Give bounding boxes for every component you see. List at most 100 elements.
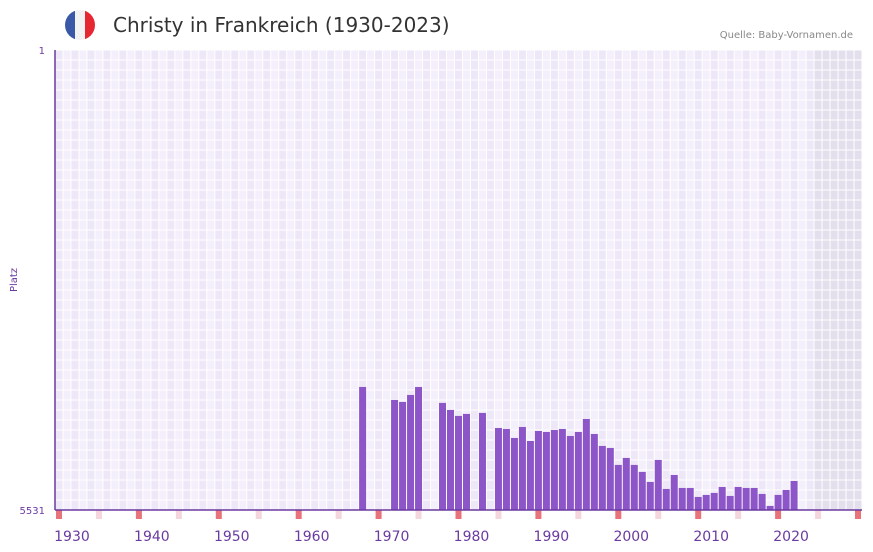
grid-cell bbox=[470, 450, 478, 460]
grid-cell bbox=[271, 310, 279, 320]
grid-cell bbox=[742, 430, 750, 440]
grid-cell bbox=[111, 120, 119, 130]
grid-cell bbox=[574, 130, 582, 140]
grid-cell bbox=[838, 110, 846, 120]
grid-cell bbox=[87, 180, 95, 190]
grid-cell bbox=[494, 140, 502, 150]
grid-cell bbox=[838, 330, 846, 340]
grid-cell bbox=[335, 390, 343, 400]
grid-cell bbox=[630, 120, 638, 130]
grid-cell bbox=[694, 110, 702, 120]
grid-cell bbox=[199, 110, 207, 120]
source-link[interactable]: Quelle: Baby-Vornamen.de bbox=[719, 30, 853, 41]
grid-cell bbox=[287, 490, 295, 500]
year-marker bbox=[415, 510, 422, 519]
grid-cell bbox=[662, 450, 670, 460]
grid-cell bbox=[654, 110, 662, 120]
year-marker bbox=[295, 510, 302, 519]
grid-cell bbox=[431, 220, 439, 230]
grid-cell bbox=[542, 70, 550, 80]
grid-cell bbox=[79, 370, 87, 380]
grid-cell bbox=[263, 110, 271, 120]
grid-cell bbox=[119, 470, 127, 480]
grid-cell bbox=[790, 460, 798, 470]
grid-cell bbox=[846, 210, 854, 220]
grid-cell bbox=[223, 500, 231, 510]
grid-cell bbox=[319, 120, 327, 130]
grid-cell bbox=[255, 240, 263, 250]
grid-cell bbox=[407, 330, 415, 340]
grid-cell bbox=[335, 50, 343, 60]
grid-cell bbox=[558, 150, 566, 160]
grid-cell bbox=[295, 100, 303, 110]
grid-cell bbox=[710, 60, 718, 70]
grid-cell bbox=[686, 150, 694, 160]
grid-cell bbox=[622, 150, 630, 160]
grid-cell bbox=[846, 180, 854, 190]
grid-cell bbox=[119, 270, 127, 280]
grid-cell bbox=[375, 190, 383, 200]
grid-cell bbox=[327, 140, 335, 150]
grid-cell bbox=[830, 140, 838, 150]
grid-cell bbox=[63, 500, 71, 510]
grid-cell bbox=[311, 400, 319, 410]
grid-cell bbox=[143, 280, 151, 290]
grid-cell bbox=[303, 490, 311, 500]
grid-cell bbox=[423, 110, 431, 120]
grid-cell bbox=[359, 180, 367, 190]
grid-cell bbox=[654, 410, 662, 420]
grid-cell bbox=[255, 270, 263, 280]
grid-cell bbox=[327, 480, 335, 490]
grid-cell bbox=[103, 140, 111, 150]
grid-cell bbox=[814, 300, 822, 310]
grid-cell bbox=[55, 70, 63, 80]
grid-cell bbox=[622, 90, 630, 100]
grid-cell bbox=[311, 50, 319, 60]
grid-cell bbox=[750, 80, 758, 90]
grid-cell bbox=[518, 180, 526, 190]
grid-cell bbox=[798, 240, 806, 250]
grid-cell bbox=[718, 360, 726, 370]
grid-cell bbox=[686, 110, 694, 120]
grid-cell bbox=[287, 210, 295, 220]
grid-cell bbox=[255, 220, 263, 230]
grid-cell bbox=[822, 290, 830, 300]
grid-cell bbox=[606, 110, 614, 120]
grid-cell bbox=[646, 250, 654, 260]
grid-cell bbox=[247, 70, 255, 80]
grid-cell bbox=[199, 370, 207, 380]
grid-cell bbox=[822, 210, 830, 220]
grid-cell bbox=[391, 260, 399, 270]
grid-cell bbox=[311, 270, 319, 280]
grid-cell bbox=[415, 220, 423, 230]
grid-cell bbox=[415, 240, 423, 250]
grid-cell bbox=[774, 440, 782, 450]
grid-cell bbox=[423, 350, 431, 360]
grid-cell bbox=[343, 280, 351, 290]
grid-cell bbox=[494, 190, 502, 200]
grid-cell bbox=[678, 220, 686, 230]
grid-cell bbox=[191, 410, 199, 420]
grid-cell bbox=[111, 350, 119, 360]
grid-cell bbox=[279, 50, 287, 60]
grid-cell bbox=[814, 60, 822, 70]
grid-cell bbox=[798, 420, 806, 430]
grid-cell bbox=[223, 340, 231, 350]
grid-cell bbox=[670, 130, 678, 140]
grid-cell bbox=[686, 190, 694, 200]
grid-cell bbox=[742, 190, 750, 200]
grid-cell bbox=[814, 170, 822, 180]
grid-cell bbox=[175, 80, 183, 90]
grid-cell bbox=[630, 330, 638, 340]
grid-cell bbox=[279, 410, 287, 420]
grid-cell bbox=[654, 330, 662, 340]
grid-cell bbox=[606, 80, 614, 90]
grid-cell bbox=[550, 240, 558, 250]
grid-cell bbox=[766, 240, 774, 250]
grid-cell bbox=[790, 190, 798, 200]
grid-cell bbox=[343, 120, 351, 130]
grid-cell bbox=[742, 290, 750, 300]
grid-cell bbox=[806, 250, 814, 260]
grid-cell bbox=[526, 240, 534, 250]
grid-cell bbox=[207, 280, 215, 290]
